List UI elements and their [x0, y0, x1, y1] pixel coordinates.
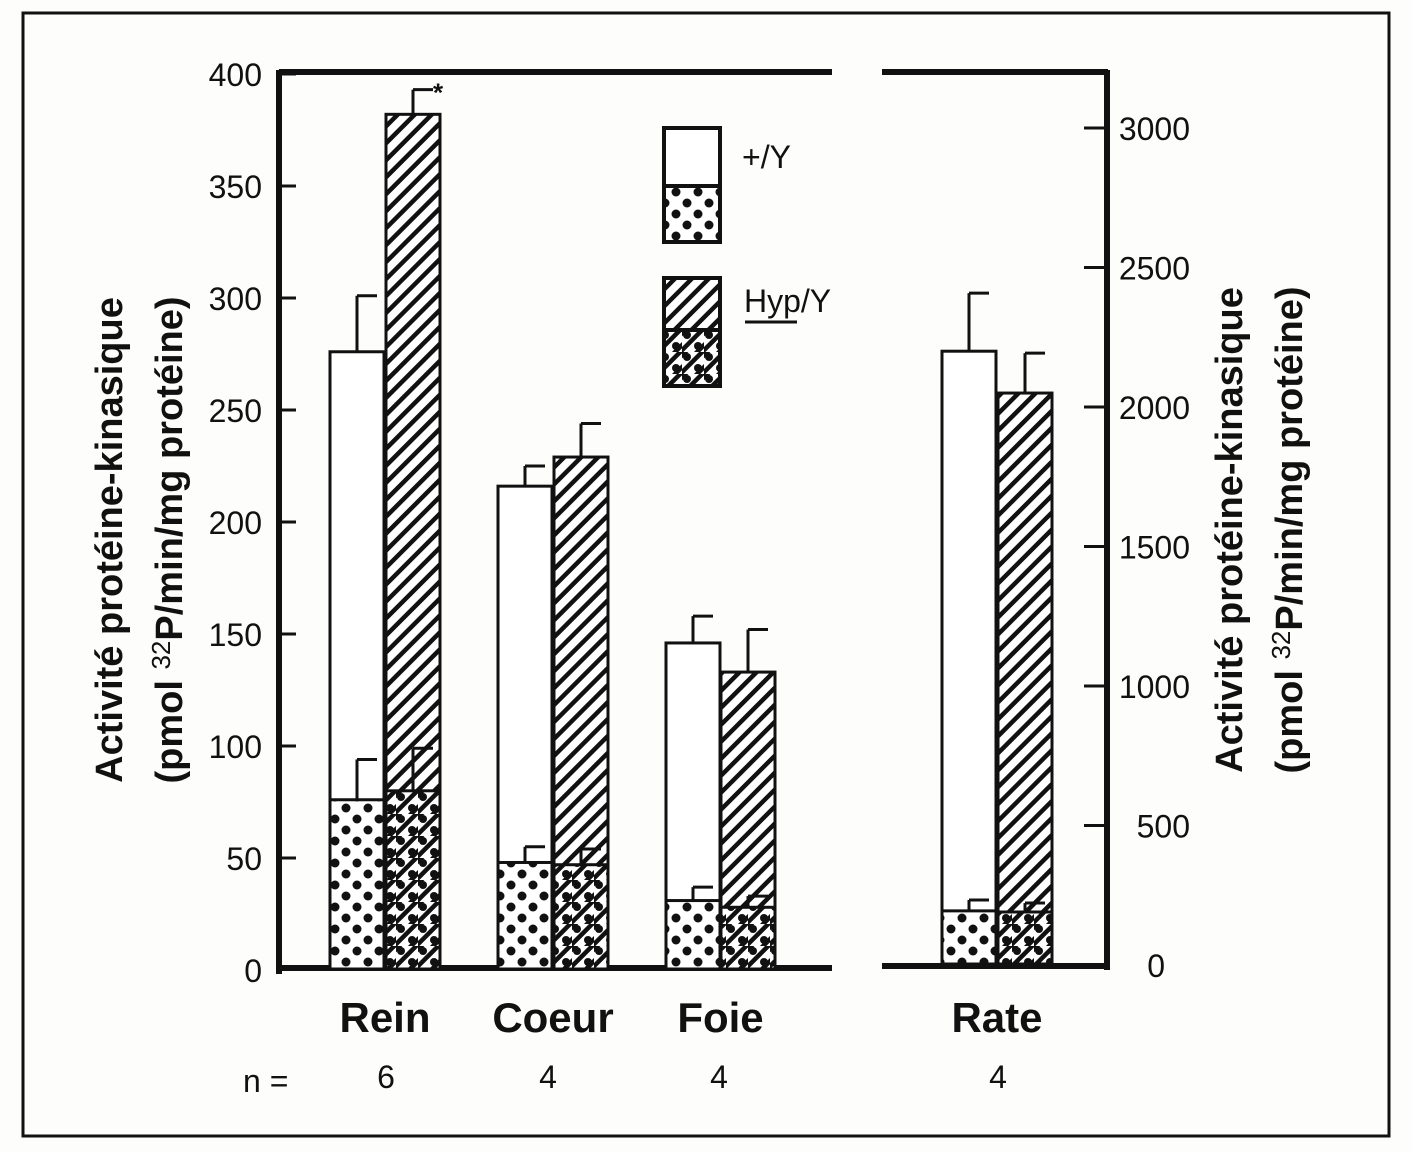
bar-foie-wt-basal [664, 899, 722, 971]
bar-rein-hyp-basal [384, 789, 442, 971]
bar-rate-hyp-basal [996, 910, 1054, 966]
n-value: 4 [710, 1059, 728, 1095]
right-tick-label: 2500 [1119, 251, 1190, 287]
y-axis-right-label-line1: Activité protéine-kinasique [1209, 287, 1251, 773]
figure-border [21, 11, 1391, 1138]
n-value: 4 [539, 1059, 557, 1095]
left-tick-label: 50 [226, 841, 262, 877]
n-value: 4 [989, 1059, 1007, 1095]
significance-marker: * [433, 78, 444, 108]
y-axis-right-label-line2: (pmol 32P/min/mg protéine) [1266, 286, 1311, 773]
bar-rein-wt-basal [328, 798, 386, 971]
y-axis-left-label-line1: Activité protéine-kinasique [89, 297, 131, 783]
right-tick-label: 1000 [1119, 669, 1190, 705]
right-tick-label: 500 [1137, 809, 1190, 845]
n-label: n = [243, 1063, 288, 1099]
left-tick-label: 350 [209, 169, 262, 205]
left-tick-label: 150 [209, 617, 262, 653]
left-tick-label: 300 [209, 281, 262, 317]
category-label: Rate [951, 994, 1042, 1041]
bar-rate-hyp-total [996, 391, 1054, 966]
bar-foie-hyp-basal [719, 905, 777, 971]
legend-swatch-wt-total [662, 126, 722, 188]
category-label: Coeur [492, 994, 613, 1041]
legend-label-hyp: Hyp/Y [744, 283, 831, 319]
n-value: 6 [377, 1059, 395, 1095]
legend-swatch-hyp-basal [662, 328, 722, 388]
right-tick-label: 1500 [1119, 530, 1190, 566]
category-label: Foie [677, 994, 763, 1041]
left-tick-label: 200 [209, 505, 262, 541]
right-tick-label: 2000 [1119, 390, 1190, 426]
bar-coeur-hyp-basal [552, 863, 610, 971]
left-tick-label: 400 [209, 57, 262, 93]
left-tick-label: 250 [209, 393, 262, 429]
category-label: Rein [339, 994, 430, 1041]
left-tick-label: 100 [209, 729, 262, 765]
left-tick-label: 0 [244, 953, 262, 989]
bar-coeur-wt-basal [496, 860, 554, 971]
y-axis-left-label-line2: (pmol 32P/min/mg protéine) [146, 296, 191, 783]
legend-swatch-hyp-total [662, 276, 722, 332]
legend-swatch-wt-basal [662, 184, 722, 244]
legend-label-wt: +/Y [742, 139, 791, 175]
right-tick-label: 3000 [1119, 111, 1190, 147]
right-tick-label: 0 [1147, 948, 1165, 984]
bar-rate-wt-total [940, 349, 998, 966]
bar-rate-wt-basal [940, 909, 998, 966]
